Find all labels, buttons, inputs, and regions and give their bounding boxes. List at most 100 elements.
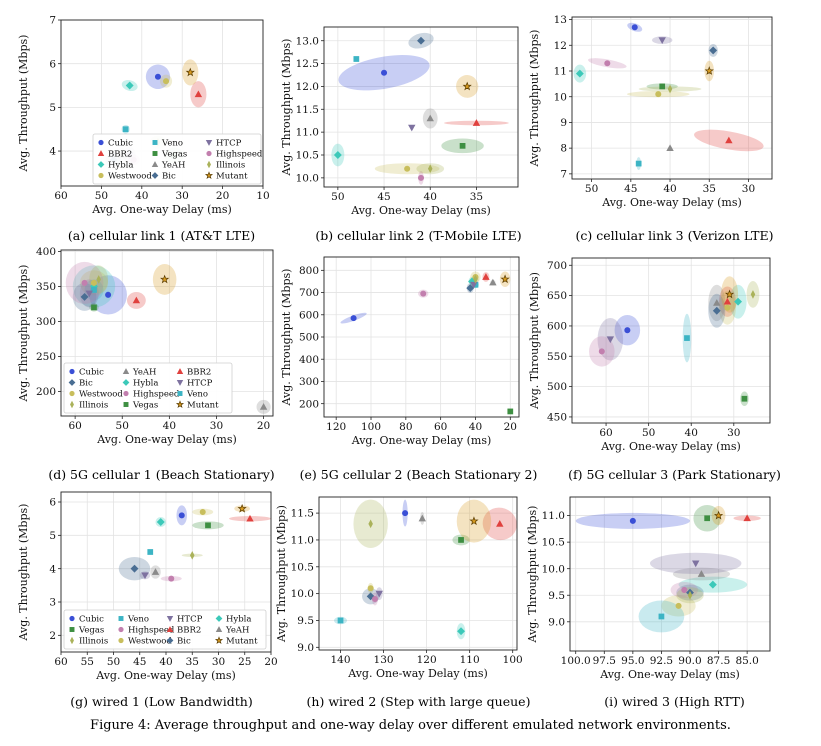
x-tick-label: 60	[54, 656, 67, 668]
legend-marker-mutant	[214, 636, 224, 644]
legend-label-highspeed: Highspeed	[133, 390, 180, 400]
x-tick-label: 140	[330, 654, 350, 666]
legend-marker-bic	[166, 637, 174, 644]
chart-caption-4: (d) 5G cellular 1 (Beach Stationary)	[48, 467, 275, 482]
y-tick-label: 11.0	[291, 535, 314, 547]
point-illinois	[189, 551, 195, 560]
point-hybla	[708, 580, 717, 589]
chart-panel-1: 60 50 40 30 20 10 4 5 6 7 Avg. One-way Delay (ms) A…	[17, 15, 270, 216]
legend-label-illinois: Illinois	[79, 637, 108, 647]
chart-panel-3: 50 45 40 35 30 7 8 9 10 11 12 13 Avg. One-way Delay …	[528, 14, 773, 209]
x-tick-label: 50	[331, 191, 344, 203]
point-mutant	[713, 510, 724, 520]
point-veno	[353, 56, 360, 62]
y-tick-label: 9.0	[297, 642, 314, 654]
point-bic	[130, 564, 139, 573]
x-tick-label: 90.0	[678, 655, 701, 667]
y-tick-label: 6	[49, 58, 56, 70]
x-axis-label: Avg. One-way Delay (ms)	[96, 433, 237, 446]
figure-caption: Figure 4: Average throughput and one-way…	[90, 718, 731, 733]
legend-label-hybla: Hybla	[133, 379, 158, 389]
point-veno	[91, 287, 97, 293]
point-bic	[417, 36, 425, 45]
point-highspeed	[604, 60, 611, 67]
legend-label-bic: Bic	[177, 637, 191, 647]
point-highspeed	[371, 595, 378, 603]
legend-label-highspeed: Highspeed	[216, 150, 263, 160]
y-tick-label: 9.5	[297, 615, 314, 627]
point-veno	[684, 335, 690, 341]
y-tick-label: 4	[49, 146, 56, 158]
point-bbr2	[132, 296, 141, 304]
legend-marker-westwood	[69, 390, 75, 397]
legend-marker-illinois	[207, 160, 211, 169]
y-tick-label: 12	[554, 40, 567, 52]
legend-marker-highspeed	[123, 390, 129, 397]
point-cubic	[381, 69, 388, 76]
legend-label-hybla: Hybla	[226, 615, 251, 625]
y-tick-label: 10.0	[542, 563, 565, 575]
point-cubic	[629, 517, 636, 524]
legend-label-bbr2: BBR2	[187, 368, 211, 378]
point-bbr2	[472, 119, 481, 126]
x-tick-label: 20	[264, 656, 277, 668]
legend-label-vegas: Vegas	[78, 626, 104, 636]
y-tick-label: 500	[547, 381, 567, 393]
point-highspeed	[598, 348, 605, 355]
y-tick-label: 11.0	[542, 510, 565, 522]
plot-frame	[318, 496, 518, 651]
legend-marker-illinois	[70, 400, 74, 409]
legend-label-illinois: Illinois	[216, 161, 245, 171]
point-hybla	[125, 81, 134, 90]
legend-marker-yeah	[151, 161, 159, 167]
y-tick-label: 9.5	[548, 590, 565, 602]
legend-label-mutant: Mutant	[216, 172, 248, 182]
legend-marker-yeah	[215, 626, 223, 632]
y-axis-label: Avg. Throughput (Mbps)	[17, 35, 30, 173]
chart-caption-3: (c) cellular link 3 (Verizon LTE)	[575, 228, 774, 243]
chart-caption-9: (i) wired 3 (High RTT)	[604, 694, 745, 709]
x-tick-label: 92.5	[650, 655, 673, 667]
legend-marker-veno	[177, 391, 183, 396]
point-yeah	[259, 403, 268, 410]
point-hybla	[734, 297, 743, 306]
y-tick-label: 200	[36, 386, 56, 398]
legend-marker-htcp	[166, 616, 174, 622]
point-bic	[80, 292, 89, 301]
legend-marker-cubic	[69, 615, 75, 622]
legend-label-htcp: HTCP	[187, 379, 213, 389]
y-tick-label: 10.5	[542, 537, 565, 549]
y-tick-label: 550	[547, 351, 567, 363]
x-tick-label: 40	[469, 421, 482, 433]
y-tick-label: 12.5	[296, 58, 319, 70]
point-mutant	[237, 503, 247, 513]
legend-marker-vegas	[69, 627, 75, 632]
y-tick-label: 300	[36, 316, 56, 328]
x-tick-label: 87.5	[707, 655, 730, 667]
y-tick-label: 9.0	[548, 616, 565, 628]
x-tick-label: 60	[599, 427, 612, 439]
x-tick-label: 40	[159, 656, 172, 668]
plot-frame	[571, 16, 773, 180]
y-tick-label: 250	[36, 351, 56, 363]
legend-marker-mutant	[175, 400, 185, 408]
legend-label-veno: Veno	[127, 615, 149, 625]
legend-label-cubic: Cubic	[79, 615, 104, 625]
y-tick-label: 12.0	[296, 81, 319, 93]
legend-marker-hybla	[215, 615, 223, 622]
y-axis-label: Avg. Throughput (Mbps)	[17, 265, 30, 403]
point-htcp	[408, 124, 416, 132]
chart-panel-4: 60 50 40 30 20 200 250 300 350 400 Avg. One-way De…	[17, 246, 274, 446]
point-highspeed	[420, 290, 427, 297]
legend-label-bbr2: BBR2	[177, 626, 201, 636]
x-tick-label: 55	[81, 656, 94, 668]
x-tick-label: 45	[377, 191, 390, 203]
legend-marker-illinois	[70, 636, 74, 645]
chart-caption-8: (h) wired 2 (Step with large queue)	[306, 694, 531, 709]
plot-frame	[571, 257, 771, 424]
y-tick-label: 300	[299, 376, 319, 388]
point-highspeed	[81, 279, 88, 286]
legend-marker-htcp	[205, 140, 213, 146]
y-tick-label: 400	[299, 354, 319, 366]
y-tick-label: 3	[49, 597, 56, 609]
